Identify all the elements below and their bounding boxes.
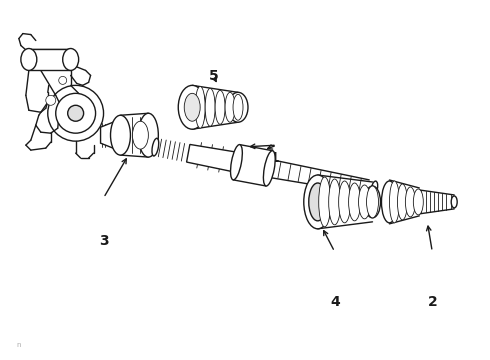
Ellipse shape	[205, 88, 215, 126]
Ellipse shape	[359, 185, 370, 219]
Polygon shape	[100, 121, 116, 149]
Ellipse shape	[348, 183, 361, 221]
Ellipse shape	[304, 175, 332, 229]
Text: n: n	[16, 342, 21, 348]
Ellipse shape	[111, 115, 130, 155]
Ellipse shape	[371, 181, 378, 195]
Ellipse shape	[59, 76, 67, 84]
Ellipse shape	[215, 90, 225, 124]
Ellipse shape	[309, 183, 327, 221]
Ellipse shape	[397, 184, 407, 220]
Ellipse shape	[365, 186, 380, 218]
Ellipse shape	[195, 86, 205, 128]
Text: 2: 2	[428, 295, 438, 309]
Ellipse shape	[48, 85, 103, 141]
Ellipse shape	[132, 121, 148, 149]
Ellipse shape	[138, 113, 158, 157]
Text: 5: 5	[208, 69, 218, 83]
Ellipse shape	[329, 179, 341, 225]
Ellipse shape	[63, 49, 78, 71]
Ellipse shape	[21, 49, 37, 71]
Polygon shape	[233, 145, 272, 186]
Ellipse shape	[230, 145, 243, 180]
Ellipse shape	[228, 92, 248, 122]
Ellipse shape	[225, 92, 235, 122]
Ellipse shape	[405, 187, 416, 217]
Bar	[29, 49, 71, 71]
Ellipse shape	[68, 105, 84, 121]
Ellipse shape	[178, 85, 206, 129]
Ellipse shape	[367, 186, 378, 218]
Ellipse shape	[184, 93, 200, 121]
Ellipse shape	[339, 181, 350, 223]
Ellipse shape	[414, 189, 423, 215]
Text: 4: 4	[330, 295, 340, 309]
Ellipse shape	[56, 93, 96, 133]
Polygon shape	[187, 144, 236, 172]
Ellipse shape	[264, 151, 275, 186]
Ellipse shape	[318, 177, 331, 227]
Text: 1: 1	[270, 152, 279, 166]
Ellipse shape	[233, 94, 243, 120]
Ellipse shape	[382, 181, 397, 223]
Ellipse shape	[451, 196, 457, 208]
Ellipse shape	[152, 138, 159, 156]
Text: 3: 3	[98, 234, 108, 248]
Ellipse shape	[390, 181, 399, 223]
Ellipse shape	[46, 95, 56, 105]
